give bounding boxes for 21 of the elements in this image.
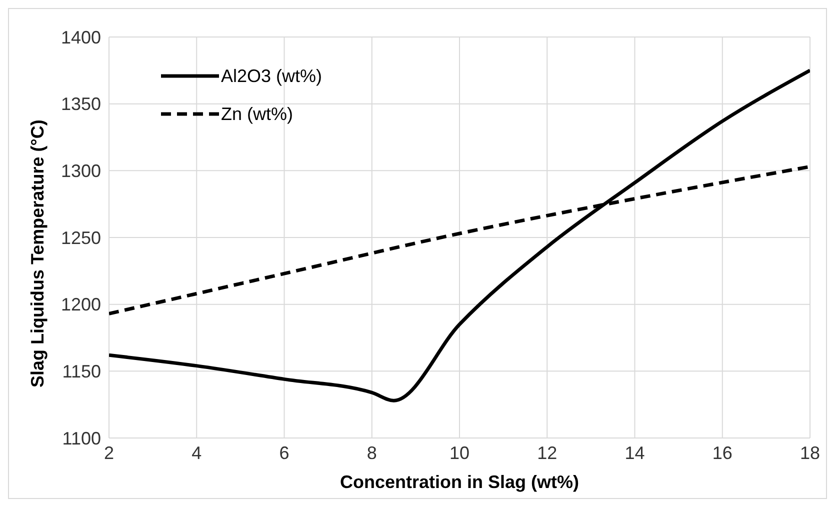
x-tick-label: 18	[800, 442, 820, 463]
x-tick-label: 4	[192, 442, 202, 463]
y-tick-label: 1150	[62, 362, 101, 382]
x-tick-label: 10	[449, 442, 470, 463]
x-tick-label: 6	[279, 442, 290, 463]
y-tick-label: 1200	[60, 294, 101, 315]
x-tick-label: 8	[366, 442, 377, 463]
x-tick-label: 14	[624, 442, 645, 463]
y-tick-label: 1100	[62, 428, 101, 448]
x-tick-label: 2	[104, 442, 114, 463]
x-axis-title: Concentration in Slag (wt%)	[340, 472, 580, 492]
y-tick-label: 1400	[60, 27, 101, 48]
y-axis-title: Slag Liquidus Temperature (°C)	[27, 120, 48, 388]
y-tick-label: 1300	[60, 161, 101, 182]
y-tick-label: 1350	[60, 94, 101, 114]
x-tick-label: 12	[537, 442, 558, 463]
legend-label: Al2O3 (wt%)	[221, 65, 322, 88]
y-tick-label: 1250	[60, 228, 101, 248]
line-series	[109, 68, 810, 402]
legend-label: Zn (wt%)	[221, 103, 293, 126]
x-tick-label: 16	[712, 442, 732, 463]
